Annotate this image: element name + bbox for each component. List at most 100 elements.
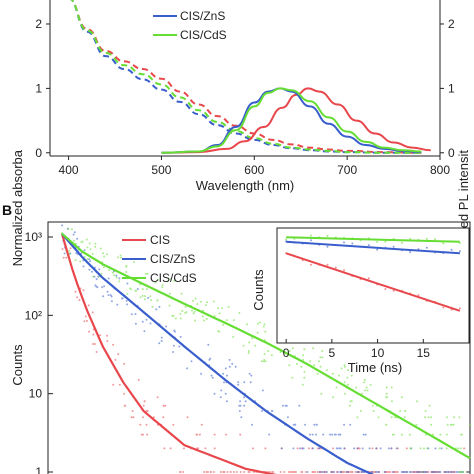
decay-point <box>304 423 307 426</box>
inset-x-tick-label-5: 5 <box>329 346 336 360</box>
decay-point <box>313 364 316 367</box>
decay-point <box>152 416 155 419</box>
b-y-tick-label-1000: 10³ <box>25 230 42 244</box>
decay-point <box>361 447 364 450</box>
decay-point <box>168 304 171 307</box>
pl-line-cis-cds <box>161 87 422 154</box>
inset-point <box>326 234 329 237</box>
decay-point <box>232 319 235 322</box>
decay-point <box>141 320 144 323</box>
decay-point <box>447 471 450 473</box>
decay-point <box>332 396 335 399</box>
inset-line-cis-cds <box>286 236 460 243</box>
decay-point <box>302 358 305 361</box>
decay-point <box>262 325 265 328</box>
decay-point <box>247 352 250 354</box>
inset-point <box>392 289 395 292</box>
decay-point <box>185 311 188 314</box>
decay-point <box>349 400 352 403</box>
decay-point <box>141 294 144 297</box>
decay-point <box>69 247 72 250</box>
decay-point <box>298 404 301 407</box>
decay-point <box>137 378 140 381</box>
decay-point <box>438 447 441 450</box>
decay-point <box>318 360 320 363</box>
decay-point <box>204 447 207 450</box>
decay-point <box>268 433 271 436</box>
decay-point <box>182 447 185 450</box>
decay-point <box>419 447 422 450</box>
decay-point <box>423 447 425 450</box>
decay-point <box>355 386 358 389</box>
inset-point <box>442 306 445 309</box>
x-tick-label-400: 400 <box>59 163 79 177</box>
inset-point <box>384 240 387 243</box>
decay-point <box>364 389 366 392</box>
decay-point <box>83 249 86 252</box>
decay-point <box>130 416 133 419</box>
decay-point <box>197 447 200 450</box>
decay-point <box>347 369 349 372</box>
decay-point <box>424 416 426 419</box>
decay-point <box>92 275 95 278</box>
decay-point <box>182 471 185 473</box>
decay-point <box>161 284 164 286</box>
decay-point <box>161 286 164 289</box>
decay-point <box>348 404 351 407</box>
decay-point <box>272 471 275 473</box>
decay-point <box>88 242 91 245</box>
decay-point <box>292 471 295 473</box>
decay-point <box>315 433 318 436</box>
fit-line-cis-zns <box>61 233 375 474</box>
decay-point <box>334 433 337 436</box>
decay-point <box>329 433 332 436</box>
decay-point <box>309 360 312 363</box>
decay-point <box>390 416 393 419</box>
decay-point <box>251 337 254 340</box>
panel-a-left-axis-label: Normalized absorba <box>10 149 25 266</box>
decay-point <box>126 303 129 306</box>
inset-point <box>458 250 461 253</box>
decay-point <box>284 404 287 407</box>
x-tick-label-700: 700 <box>337 163 357 177</box>
panel-a-x-axis-label: Wavelength (nm) <box>196 178 295 193</box>
decay-point <box>250 374 253 377</box>
decay-point <box>225 433 228 436</box>
decay-point <box>243 396 246 399</box>
decay-point <box>178 345 181 348</box>
decay-point <box>337 433 340 436</box>
decay-point <box>107 294 110 297</box>
decay-point <box>112 383 115 386</box>
decay-point <box>458 471 461 473</box>
decay-point <box>449 471 452 473</box>
x-tick-label-800: 800 <box>430 163 450 177</box>
decay-point <box>261 389 264 392</box>
decay-point <box>117 256 119 259</box>
decay-point <box>383 471 386 473</box>
decay-point <box>219 471 222 473</box>
decay-point <box>340 367 343 370</box>
decay-point <box>149 322 152 325</box>
decay-point <box>371 404 374 407</box>
inset-x-tick-label-10: 10 <box>371 346 385 360</box>
decay-point <box>283 471 286 473</box>
decay-point <box>335 447 338 450</box>
decay-point <box>126 293 129 295</box>
decay-point <box>459 447 462 450</box>
decay-point <box>88 258 91 261</box>
decay-point <box>393 471 396 473</box>
panel-b-legend: CIS CIS/ZnS CIS/CdS <box>122 233 197 285</box>
decay-point <box>209 471 212 473</box>
decay-point <box>387 447 390 450</box>
inset-line-cis <box>285 252 461 312</box>
decay-point <box>149 295 152 298</box>
decay-point <box>142 404 145 407</box>
decay-point <box>154 281 157 284</box>
decay-point <box>339 471 342 473</box>
decay-point <box>264 330 267 333</box>
inset-point <box>401 241 403 244</box>
decay-point <box>191 309 193 312</box>
decay-point <box>463 447 466 450</box>
decay-point <box>362 433 365 436</box>
decay-point <box>346 376 349 379</box>
